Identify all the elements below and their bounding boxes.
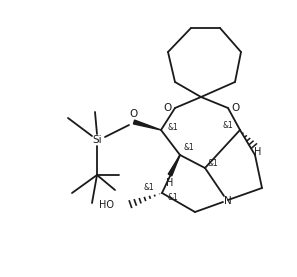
Text: H: H: [254, 147, 262, 157]
Text: &1: &1: [167, 194, 178, 202]
Text: &1: &1: [208, 160, 219, 168]
Text: N: N: [224, 196, 232, 206]
Text: &1: &1: [168, 124, 179, 132]
Text: &1: &1: [143, 183, 154, 193]
Text: O: O: [231, 103, 239, 113]
Text: O: O: [129, 109, 137, 119]
Polygon shape: [168, 155, 180, 176]
Text: O: O: [164, 103, 172, 113]
Text: &1: &1: [222, 120, 233, 130]
Text: H: H: [166, 178, 174, 188]
Polygon shape: [133, 120, 161, 130]
Text: Si: Si: [92, 135, 102, 145]
Text: &1: &1: [184, 142, 195, 152]
Text: HO: HO: [99, 200, 114, 210]
